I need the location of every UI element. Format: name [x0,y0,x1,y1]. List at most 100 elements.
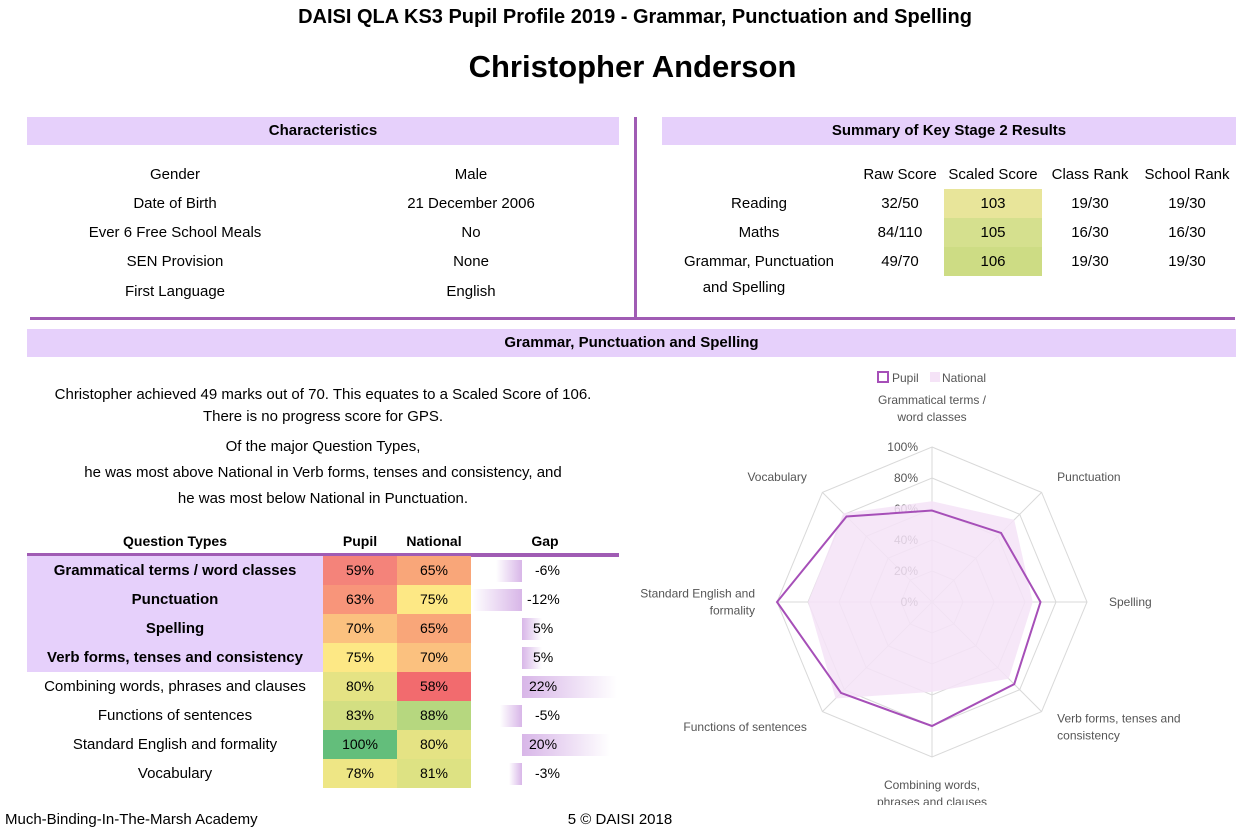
national-score-cell: 70% [397,643,471,672]
gap-value: 5% [533,649,554,665]
gap-bar [496,560,522,582]
table-header-type: Question Types [123,533,227,549]
radar-axis-label: Vocabulary [747,470,806,484]
gps-summary-line-4: he was most above National in Verb forms… [84,464,562,481]
chart-legend: Pupil National [877,371,986,385]
radar-tick-label: 100% [887,440,918,454]
question-type-label: Functions of sentences [97,707,253,724]
legend-swatch-national [930,372,940,382]
pupil-score-cell: 75% [323,643,397,672]
gps-summary-line-3: Of the major Question Types, [225,438,421,455]
char-value-dob: 21 December 2006 [407,195,535,212]
gap-bar [522,618,542,640]
gap-bar [472,589,522,611]
radar-chart: Pupil National 0%20%40%60%80%100% Gramma… [640,371,1181,805]
ks2-col-school-rank: School Rank [1144,166,1230,183]
table-header-gap: Gap [531,533,559,549]
gap-bar [500,705,522,727]
national-score-cell: 81% [397,759,471,788]
ks2-scaled-gps: 106 [944,247,1042,276]
gap-value: -3% [535,765,560,781]
legend-label-pupil: Pupil [892,371,919,385]
radar-axis-label: Grammatical terms / word classes [878,393,987,424]
ks2-class-rank-gps: 19/30 [1071,253,1109,270]
gap-bar [509,763,522,785]
national-score-cell: 58% [397,672,471,701]
question-type-label: Vocabulary [137,765,213,782]
char-label-language: First Language [124,283,226,300]
series-pupil-line [775,509,1042,728]
radar-series [775,501,1042,728]
ks2-col-raw: Raw Score [863,166,937,183]
question-type-label: Verb forms, tenses and consistency [27,643,323,672]
gap-value: 22% [529,678,558,694]
ks2-scaled-maths: 105 [944,218,1042,247]
gap-value: 20% [529,736,558,752]
pupil-score-cell: 70% [323,614,397,643]
national-score-cell: 65% [397,556,471,585]
char-value-sen: None [453,253,489,270]
char-label-dob: Date of Birth [133,195,217,212]
ks2-subject-reading: Reading [731,195,787,212]
national-score-cell: 88% [397,701,471,730]
radar-axis-label: Punctuation [1057,470,1120,484]
section-divider [30,317,1235,320]
series-national-area [808,501,1033,699]
national-score-cell: 80% [397,730,471,759]
footer-page: 5 © DAISI 2018 [567,811,673,828]
radar-axis-label: Standard English and formality [640,587,755,618]
ks2-col-scaled: Scaled Score [948,166,1038,183]
radar-axis-label: Spelling [1109,595,1152,609]
footer-school: Much-Binding-In-The-Marsh Academy [5,811,258,828]
gps-summary-line-5: he was most below National in Punctuatio… [177,490,469,507]
pupil-score-cell: 59% [323,556,397,585]
table-header-pupil: Pupil [342,533,378,549]
ks2-school-rank-maths: 16/30 [1168,224,1206,241]
ks2-subject-gps: Grammar, Punctuation [683,253,835,270]
question-type-label: Spelling [27,614,323,643]
pupil-name: Christopher Anderson [468,49,797,84]
gap-value: -6% [535,562,560,578]
char-value-language: English [446,283,496,300]
char-label-fsm: Ever 6 Free School Meals [88,224,262,241]
char-label-gender: Gender [149,166,201,183]
ks2-col-class-rank: Class Rank [1051,166,1129,183]
table-header-rule [27,553,619,557]
gps-summary-line-2: There is no progress score for GPS. [202,408,444,425]
question-type-label: Standard English and formality [72,736,278,753]
question-type-label: Combining words, phrases and clauses [44,678,306,695]
pupil-score-cell: 63% [323,585,397,614]
legend-swatch-pupil [877,371,889,383]
legend-label-national: National [942,371,986,385]
ks2-class-rank-maths: 16/30 [1071,224,1109,241]
ks2-subject-gps-line2: and Spelling [702,279,786,296]
ks2-heading: Summary of Key Stage 2 Results [662,117,1236,145]
ks2-scaled-reading: 103 [944,189,1042,218]
gap-bar [522,647,542,669]
ks2-class-rank-reading: 19/30 [1071,195,1109,212]
gap-value: 5% [533,620,554,636]
national-score-cell: 65% [397,614,471,643]
panel-divider [634,117,637,317]
report-title: DAISI QLA KS3 Pupil Profile 2019 - Gramm… [298,6,972,28]
char-value-gender: Male [454,166,488,183]
gap-value: -5% [535,707,560,723]
question-type-label: Punctuation [27,585,323,614]
char-label-sen: SEN Provision [126,253,224,270]
ks2-raw-maths: 84/110 [877,224,923,241]
gps-summary-line-1: Christopher achieved 49 marks out of 70.… [54,386,592,403]
ks2-subject-maths: Maths [738,224,780,241]
pupil-score-cell: 80% [323,672,397,701]
ks2-raw-reading: 32/50 [881,195,919,212]
question-type-label: Grammatical terms / word classes [27,556,323,585]
table-header-national: National [406,533,462,549]
gps-heading: Grammar, Punctuation and Spelling [27,329,1236,357]
pupil-score-cell: 100% [323,730,397,759]
ks2-school-rank-gps: 19/30 [1168,253,1206,270]
gap-value: -12% [527,591,560,607]
ks2-school-rank-reading: 19/30 [1168,195,1206,212]
gap-bar [522,676,617,698]
char-value-fsm: No [461,224,481,241]
ks2-raw-gps: 49/70 [881,253,919,270]
radar-axis-label: Verb forms, tenses and consistency [1057,712,1180,743]
